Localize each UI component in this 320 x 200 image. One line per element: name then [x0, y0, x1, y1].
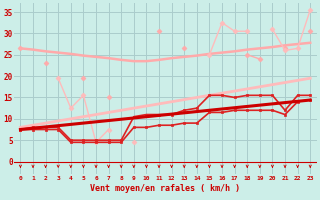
X-axis label: Vent moyen/en rafales ( km/h ): Vent moyen/en rafales ( km/h )	[90, 184, 240, 193]
